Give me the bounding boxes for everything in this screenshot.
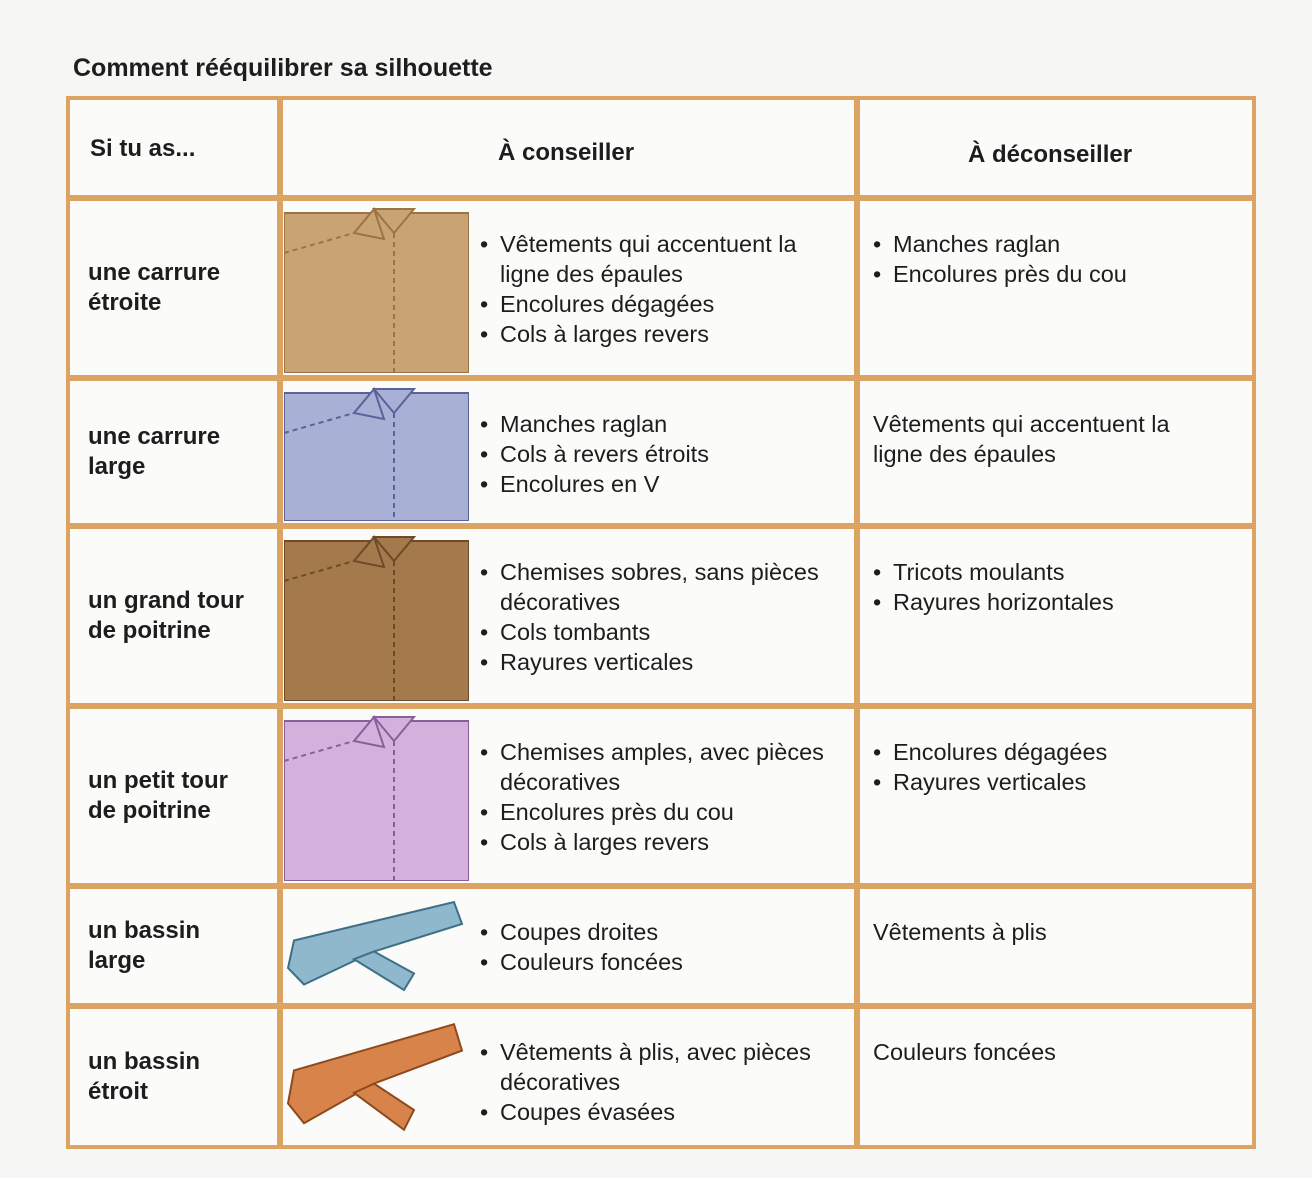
illustration — [286, 900, 464, 992]
plain-text: Vêtements qui accentuent la ligne des ép… — [873, 411, 1170, 467]
list-item: Tricots moulants — [873, 557, 1218, 587]
illustration — [284, 386, 469, 521]
illustration — [284, 534, 469, 701]
illustration — [286, 1022, 464, 1132]
bullet-list: Manches raglanCols à revers étroitsEncol… — [480, 409, 840, 499]
bullet-list: Vêtements à plis, avec pièces décorative… — [480, 1037, 840, 1127]
row-rule — [70, 523, 1252, 529]
list-item: Rayures verticales — [873, 767, 1218, 797]
list-item: Chemises amples, avec pièces décoratives — [480, 737, 840, 797]
list-item: Rayures verticales — [480, 647, 840, 677]
bullet-list: Coupes droitesCouleurs foncées — [480, 917, 840, 977]
illustration — [284, 714, 469, 881]
list-item: Encolures dégagées — [480, 289, 840, 319]
list-item: Coupes droites — [480, 917, 840, 947]
list-item: Vêtements qui accentuent la ligne des ép… — [480, 229, 840, 289]
list-item: Cols à larges revers — [480, 319, 840, 349]
column-rule — [854, 100, 860, 1145]
column-header: Si tu as... — [90, 135, 196, 162]
column-header: À déconseiller — [968, 141, 1133, 168]
list-item: Encolures dégagées — [873, 737, 1218, 767]
bullet-list: Encolures dégagéesRayures verticales — [873, 737, 1218, 797]
list-item: Cols tombants — [480, 617, 840, 647]
profile: une carrure étroite — [88, 259, 221, 316]
list-item: Encolures en V — [480, 469, 840, 499]
column-header: À conseiller — [498, 139, 635, 166]
list-item: Coupes évasées — [480, 1097, 840, 1127]
plain-text: Couleurs foncées — [873, 1039, 1056, 1065]
list-item: Couleurs foncées — [480, 947, 840, 977]
bullet-list: Vêtements qui accentuent la ligne des ép… — [480, 229, 840, 349]
row-rule — [70, 883, 1252, 889]
profile: un petit tour de poitrine — [88, 767, 228, 824]
list-item: Rayures horizontales — [873, 587, 1218, 617]
row-rule — [70, 375, 1252, 381]
list-item: Vêtements à plis, avec pièces décorative… — [480, 1037, 840, 1097]
title: Comment rééquilibrer sa silhouette — [73, 54, 493, 82]
bullet-list: Tricots moulantsRayures horizontales — [873, 557, 1218, 617]
row-rule — [70, 1003, 1252, 1009]
row-rule — [70, 703, 1252, 709]
row-rule — [70, 195, 1252, 201]
bullet-list: Manches raglanEncolures près du cou — [873, 229, 1218, 289]
list-item: Encolures près du cou — [873, 259, 1218, 289]
list-item: Manches raglan — [873, 229, 1218, 259]
profile: un bassin large — [88, 917, 201, 974]
bullet-list: Chemises amples, avec pièces décoratives… — [480, 737, 840, 857]
list-item: Cols à revers étroits — [480, 439, 840, 469]
profile: un grand tour de poitrine — [88, 587, 244, 644]
column-rule — [277, 100, 283, 1145]
profile: un bassin étroit — [88, 1048, 201, 1105]
list-item: Encolures près du cou — [480, 797, 840, 827]
table: Si tu as... À conseiller À déconseiller une… — [66, 96, 1256, 1149]
bullet-list: Chemises sobres, sans pièces décoratives… — [480, 557, 840, 677]
plain-text: Vêtements à plis — [873, 919, 1047, 945]
list-item: Manches raglan — [480, 409, 840, 439]
profile: une carrure large — [88, 423, 221, 480]
illustration — [284, 206, 469, 373]
list-item: Cols à larges revers — [480, 827, 840, 857]
list-item: Chemises sobres, sans pièces décoratives — [480, 557, 840, 617]
